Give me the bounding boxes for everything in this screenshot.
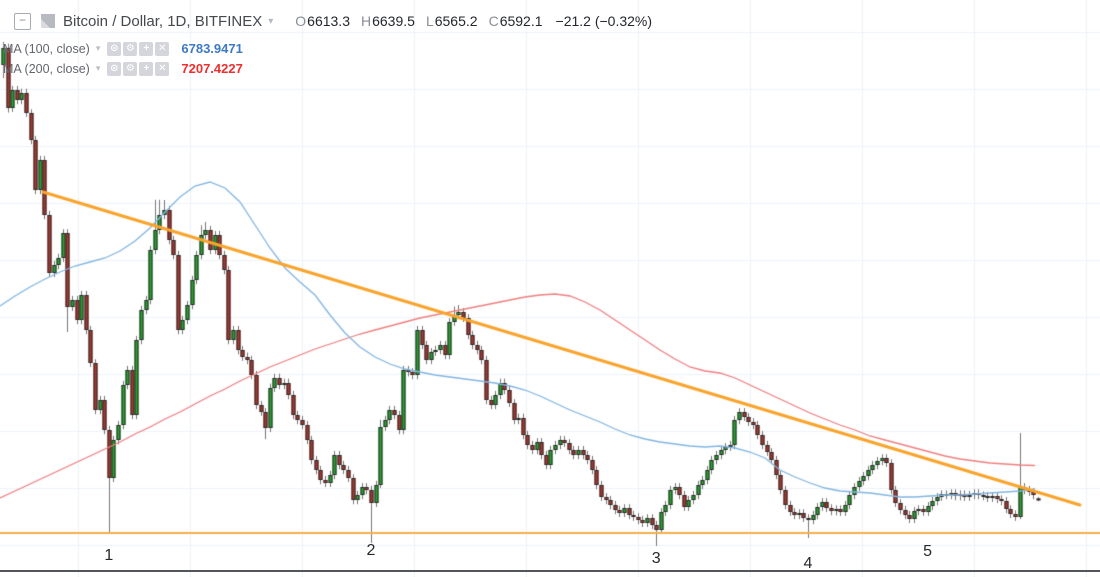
high-value: 6639.5 [372, 13, 415, 29]
wave-label-5: 5 [923, 543, 933, 560]
open-label: O [295, 13, 307, 29]
change-value: −21.2 (−0.32%) [555, 13, 653, 29]
indicator-controls: ⊙ ⚙ + ✕ [107, 41, 170, 56]
chevron-down-icon[interactable]: ▾ [95, 43, 101, 53]
low-value: 6565.2 [434, 13, 478, 29]
indicator-label[interactable]: MA (100, close) [3, 41, 90, 56]
ohlc-readout: O6613.3 H6639.5 L6565.2 C6592.1 −21.2 (−… [295, 13, 652, 29]
gear-icon[interactable]: ⚙ [123, 41, 138, 56]
chart-title[interactable]: Bitcoin / Dollar, 1D, BITFINEX [63, 12, 263, 30]
collapse-icon[interactable]: − [14, 12, 31, 30]
indicator-controls: ⊙ ⚙ + ✕ [107, 61, 170, 76]
ma100-value: 6783.9471 [181, 41, 243, 56]
chart-header: − Bitcoin / Dollar, 1D, BITFINEX ▾ O6613… [14, 10, 652, 32]
gear-icon[interactable]: ⚙ [123, 61, 138, 76]
close-label: C [488, 13, 499, 29]
plus-icon[interactable]: + [139, 41, 154, 56]
indicator-row-ma200: MA (200, close) ▾ ⊙ ⚙ + ✕ 7207.4227 [3, 60, 243, 77]
low-label: L [425, 13, 434, 29]
chevron-down-icon[interactable]: ▾ [95, 63, 101, 73]
wave-label-4: 4 [803, 555, 813, 572]
wave-label-1: 1 [104, 547, 114, 564]
high-label: H [360, 13, 372, 29]
eye-icon[interactable]: ⊙ [107, 41, 122, 56]
ma200-value: 7207.4227 [181, 61, 243, 76]
bottom-toolbar-divider [0, 570, 1100, 572]
close-icon[interactable]: ✕ [155, 61, 170, 76]
eye-icon[interactable]: ⊙ [107, 61, 122, 76]
close-value: 6592.1 [499, 13, 543, 29]
plus-icon[interactable]: + [139, 61, 154, 76]
wave-label-3: 3 [651, 550, 661, 567]
title-dropdown-icon[interactable]: ▾ [268, 15, 274, 27]
close-icon[interactable]: ✕ [155, 41, 170, 56]
indicator-row-ma100: MA (100, close) ▾ ⊙ ⚙ + ✕ 6783.9471 [3, 40, 243, 57]
symbol-logo-icon [41, 14, 55, 28]
indicator-label[interactable]: MA (200, close) [3, 61, 90, 76]
open-value: 6613.3 [307, 13, 350, 29]
wave-label-2: 2 [366, 542, 376, 559]
